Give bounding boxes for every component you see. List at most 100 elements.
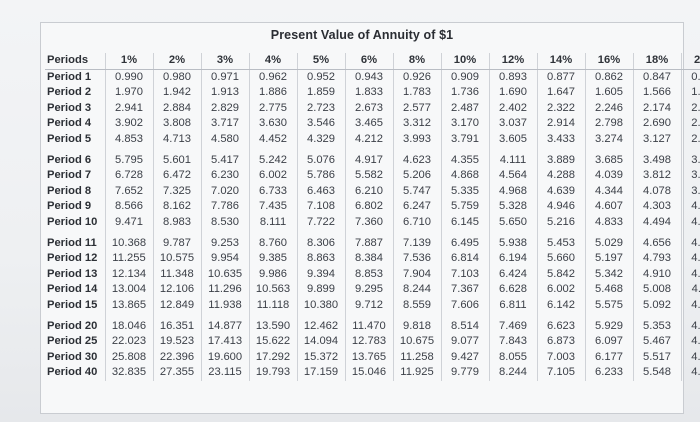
table-row: Period 1 0.990 0.980 0.971 0.962 0.952 0.943 0.…	[45, 69, 700, 86]
table-cell: 0.971	[200, 69, 249, 86]
table-cell: 5.582	[344, 168, 393, 184]
table-cell: 2.775	[248, 100, 297, 117]
table-cell: 5.342	[584, 266, 633, 283]
spacer-cell	[536, 230, 585, 236]
spacer-cell	[104, 147, 153, 153]
table-cell: 10.675	[392, 334, 441, 350]
table-cell: 0.952	[296, 69, 345, 86]
table-row: Period 14 13.004 12.106 11.296 10.563 9.899 9.…	[45, 282, 700, 298]
table-cell: 5.029	[584, 235, 633, 252]
spacer-cell	[152, 230, 201, 236]
spacer-cell	[104, 230, 153, 236]
table-row: Period 25 22.023 19.523 17.413 15.622 14.094 1…	[45, 334, 700, 350]
spacer-cell	[584, 230, 633, 236]
table-cell: 4.611	[680, 282, 700, 298]
table-cell: 5.660	[536, 251, 585, 267]
table-cell: 5.759	[440, 199, 489, 215]
row-label: Period 15	[47, 298, 98, 311]
table-row: Period 3 2.941 2.884 2.829 2.775 2.723 2.673 2.…	[45, 100, 700, 117]
spacer-cell	[632, 230, 681, 236]
table-cell: 1.528	[680, 85, 700, 101]
table-cell: 6.814	[440, 251, 489, 267]
table-cell: 3.889	[536, 152, 585, 169]
table-cell: 9.394	[296, 266, 345, 283]
spacer-cell	[680, 230, 700, 236]
table-cell: 4.111	[488, 152, 537, 169]
spacer-cell	[248, 147, 297, 153]
table-cell: 1.647	[536, 85, 585, 101]
table-row: Period 40 32.835 27.355 23.115 19.793 17.159 1…	[45, 365, 700, 381]
table-cell: 7.536	[392, 251, 441, 267]
column-header-rate: 14%	[536, 53, 585, 70]
table-cell: 3.812	[632, 168, 681, 184]
table-row: Period 10 9.471 8.983 8.530 8.111 7.722 7.360 6…	[45, 214, 700, 231]
spacer-cell	[248, 313, 297, 319]
table-cell: 5.548	[632, 365, 681, 381]
table-cell: 4.656	[632, 235, 681, 252]
table-cell: 9.818	[392, 318, 441, 335]
table-cell: 4.288	[536, 168, 585, 184]
table-cell: 3.717	[200, 116, 249, 132]
row-label: Period 14	[47, 283, 98, 296]
table-cell: 6.802	[344, 199, 393, 215]
table-cell: 10.635	[200, 266, 249, 283]
table-cell: 19.793	[248, 365, 297, 381]
table-cell: 6.710	[392, 214, 441, 231]
table-cell: 11.296	[200, 282, 249, 298]
table-cell: 18.046	[104, 318, 153, 335]
table-cell: 25.808	[104, 349, 153, 366]
table-row: Period 8 7.652 7.325 7.020 6.733 6.463 6.210 5.…	[45, 183, 700, 200]
table-cell: 2.690	[632, 116, 681, 132]
table-cell: 9.253	[200, 235, 249, 252]
column-header-rate: 4%	[248, 53, 297, 70]
column-header-rate: 20%	[680, 53, 700, 70]
table-cell: 1.783	[392, 85, 441, 101]
table-cell: 6.210	[344, 183, 393, 200]
table-cell: 9.712	[344, 297, 393, 314]
table-cell: 9.899	[296, 282, 345, 298]
row-label: Period 4	[47, 117, 92, 130]
table-cell: 5.842	[536, 266, 585, 283]
table-cell: 5.008	[632, 282, 681, 298]
table-cell: 4.078	[632, 183, 681, 200]
table-cell: 4.868	[440, 168, 489, 184]
table-cell: 2.798	[584, 116, 633, 132]
row-label: Period 40	[47, 366, 98, 379]
table-cell: 3.326	[680, 152, 700, 169]
table-cell: 8.055	[488, 349, 537, 366]
spacer-cell	[296, 313, 345, 319]
spacer-cell	[296, 230, 345, 236]
table-cell: 7.367	[440, 282, 489, 298]
spacer-cell	[632, 147, 681, 153]
table-cell: 8.306	[296, 235, 345, 252]
table-cell: 10.368	[104, 235, 153, 252]
table-cell: 8.983	[152, 214, 201, 231]
column-header-rate: 12%	[488, 53, 537, 70]
table-cell: 4.344	[584, 183, 633, 200]
table-cell: 7.020	[200, 183, 249, 200]
table-cell: 4.968	[488, 183, 537, 200]
table-cell: 3.498	[632, 152, 681, 169]
table-cell: 6.623	[536, 318, 585, 335]
table-cell: 8.514	[440, 318, 489, 335]
spacer-cell	[344, 230, 393, 236]
row-label: Period 9	[47, 200, 92, 213]
table-cell: 3.465	[344, 116, 393, 132]
table-cell: 3.546	[296, 116, 345, 132]
table-cell: 6.142	[536, 297, 585, 314]
row-label: Period 7	[47, 169, 92, 182]
spacer-cell	[440, 230, 489, 236]
spacer-cell	[488, 313, 537, 319]
table-cell: 5.092	[632, 297, 681, 314]
table-cell: 0.877	[536, 69, 585, 86]
row-label: Period 30	[47, 350, 98, 363]
table-cell: 12.849	[152, 297, 201, 314]
table-row: Period 4 3.902 3.808 3.717 3.630 3.546 3.465 3.…	[45, 116, 700, 132]
table-cell: 7.722	[296, 214, 345, 231]
table-cell: 6.145	[440, 214, 489, 231]
spacer-cell	[296, 147, 345, 153]
table-cell: 10.563	[248, 282, 297, 298]
table-cell: 5.076	[296, 152, 345, 169]
table-cell: 2.829	[200, 100, 249, 117]
